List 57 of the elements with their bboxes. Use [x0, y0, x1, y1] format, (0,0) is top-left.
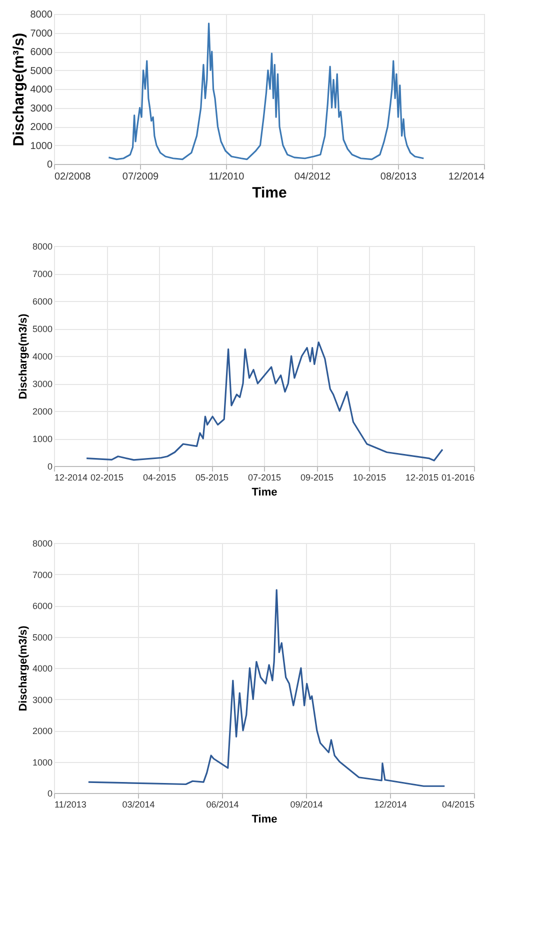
y-tick-label: 4000 [32, 664, 52, 674]
y-tick-label: 6000 [32, 601, 52, 611]
line-series [108, 22, 424, 160]
x-tick-label: 04/2015 [442, 800, 474, 810]
y-tick-label: 1000 [32, 757, 52, 768]
y-axis-title: Discharge(m3/s) [17, 625, 30, 712]
x-tick-label: 07/2009 [122, 172, 160, 182]
y-tick-label: 5000 [32, 324, 52, 334]
x-tick-label: 10-2015 [352, 472, 386, 482]
y-tick-label: 8000 [32, 242, 52, 252]
y-tick-label: 0 [47, 462, 52, 472]
y-axis-title: Discharge(m³/s) [10, 32, 28, 146]
y-tick-label: 0 [46, 160, 53, 170]
y-tick-label: 1000 [30, 140, 53, 152]
y-tick-label: 6000 [30, 47, 53, 58]
y-tick-label: 2000 [30, 122, 53, 133]
y-tick-label: 8000 [32, 538, 52, 548]
line-series [88, 589, 446, 787]
x-tick-label: 09/2014 [290, 800, 323, 810]
x-tick-label: 02-2015 [90, 472, 124, 482]
y-tick-label: 7000 [30, 28, 53, 40]
line-series [86, 341, 444, 462]
y-tick-label: 0 [47, 788, 52, 798]
y-tick-label: 3000 [30, 103, 53, 114]
y-tick-label: 5000 [30, 66, 53, 77]
x-tick-label: 02/2008 [54, 172, 92, 182]
x-tick-label: 11/2013 [54, 800, 86, 810]
x-tick-label: 04/2012 [294, 172, 332, 182]
x-tick-label: 11/2010 [208, 172, 245, 182]
x-tick-label: 08/2013 [380, 172, 418, 182]
y-tick-label: 2000 [32, 726, 52, 736]
x-tick-label: 09-2015 [300, 472, 334, 482]
y-tick-label: 5000 [32, 632, 52, 642]
y-tick-label: 3000 [32, 379, 52, 389]
y-tick-label: 7000 [32, 269, 52, 279]
y-tick-label: 1000 [32, 434, 52, 444]
x-tick-label: 12-2014 [54, 472, 88, 482]
y-axis-title: Discharge(m3/s) [17, 313, 30, 400]
y-tick-label: 4000 [32, 352, 52, 362]
x-tick-label: 12/2014 [374, 800, 407, 810]
x-axis-title: Time [252, 486, 278, 498]
x-tick-label: 07-2015 [248, 472, 282, 482]
y-tick-label: 8000 [30, 10, 53, 20]
x-tick-label: 12-2015 [405, 472, 439, 482]
x-tick-label: 04-2015 [142, 472, 176, 482]
y-tick-label: 3000 [32, 694, 52, 705]
y-tick-label: 7000 [32, 570, 52, 580]
y-tick-label: 4000 [30, 84, 53, 96]
x-tick-label: 12/2014 [448, 172, 485, 182]
x-tick-label: 01-2016 [441, 472, 474, 482]
x-tick-label: 03/2014 [122, 800, 155, 810]
x-tick-label: 05-2015 [195, 472, 229, 482]
x-axis-title: Time [252, 184, 287, 202]
y-tick-label: 6000 [32, 296, 52, 306]
x-axis-title: Time [252, 814, 278, 826]
y-tick-label: 2000 [32, 406, 52, 416]
x-tick-label: 06/2014 [206, 800, 239, 810]
